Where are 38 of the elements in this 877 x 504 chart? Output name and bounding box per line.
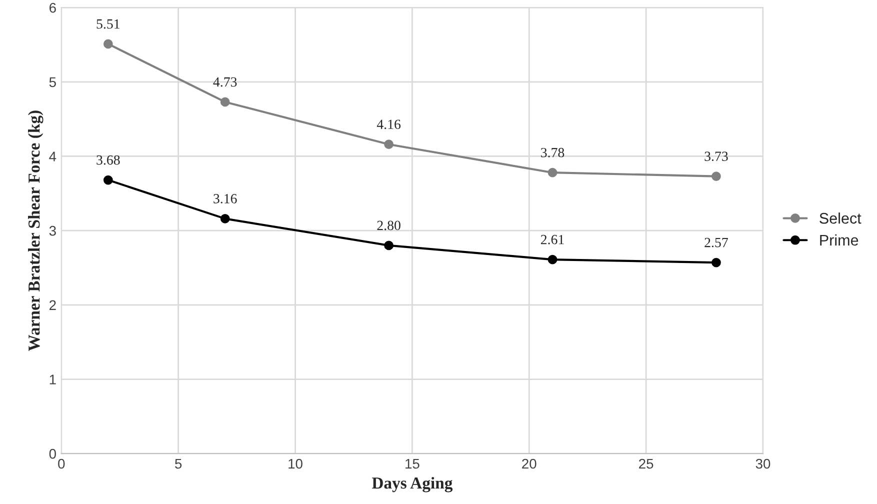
- data-label: 2.61: [540, 234, 564, 244]
- point: [220, 97, 230, 107]
- x-tick-label: 10: [288, 458, 302, 469]
- data-label: 5.51: [96, 19, 120, 29]
- y-tick-label: 5: [49, 77, 56, 88]
- y-tick-label: 6: [50, 2, 56, 13]
- x-tick-label: 30: [756, 458, 770, 469]
- data-label: 4.16: [376, 120, 401, 130]
- legend-label: Prime: [820, 234, 858, 246]
- y-tick-label: 0: [49, 448, 56, 459]
- point: [712, 172, 721, 181]
- y-axis-title: Warner Bratzler Shear Force (kg): [28, 110, 44, 352]
- data-label: 3.78: [541, 148, 564, 158]
- y-tick-label: 3: [49, 226, 56, 236]
- data-label: 2.57: [704, 238, 728, 248]
- point: [220, 214, 230, 224]
- data-label: 3.68: [96, 155, 120, 165]
- point: [548, 168, 558, 178]
- point: [103, 39, 113, 49]
- legend-label: Select: [820, 212, 862, 224]
- x-tick-label: 25: [639, 458, 654, 469]
- x-tick-label: 20: [522, 458, 536, 469]
- y-tick-label: 1: [50, 374, 56, 384]
- point: [548, 254, 558, 264]
- y-tick-label: 4: [49, 152, 56, 162]
- point: [103, 175, 113, 185]
- point: [384, 140, 394, 150]
- point: [384, 240, 394, 250]
- x-tick-label: 5: [175, 458, 182, 469]
- y-tick-label: 2: [50, 300, 56, 310]
- x-tick-label: 15: [406, 458, 420, 469]
- point: [712, 258, 721, 268]
- x-axis-title: Days Aging: [372, 476, 453, 492]
- data-label: 3.16: [214, 194, 237, 204]
- data-label: 2.80: [377, 220, 400, 230]
- data-label: 4.73: [213, 77, 237, 87]
- x-tick-label: 0: [58, 458, 65, 469]
- data-label: 3.73: [704, 152, 728, 162]
